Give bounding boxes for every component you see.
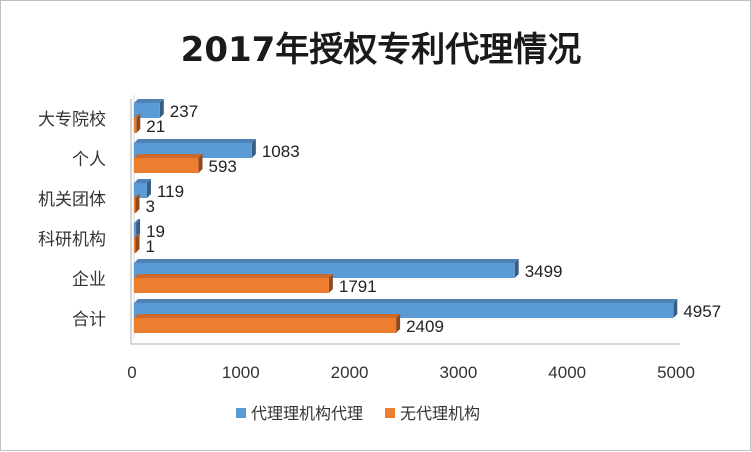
data-label: 19: [146, 222, 165, 241]
bar-top: [134, 179, 151, 183]
bar-front: [134, 118, 137, 133]
bar-side: [251, 139, 256, 158]
data-label: 1791: [339, 277, 377, 296]
x-tick-label: 3000: [439, 363, 477, 382]
legend-label: 代理理机构代理: [251, 404, 363, 423]
bar-front: [134, 183, 147, 198]
bar-front: [134, 158, 199, 173]
x-tick-label: 2000: [331, 363, 369, 382]
bar-top: [134, 139, 256, 143]
legend-swatch: [236, 408, 246, 418]
bar: [134, 114, 141, 133]
bar: [134, 194, 140, 213]
bar: [134, 234, 140, 253]
y-category-label: 机关团体: [38, 190, 106, 210]
x-tick-label: 1000: [222, 363, 260, 382]
bar-front: [134, 103, 160, 118]
bar-side: [328, 274, 333, 293]
x-tick-label: 4000: [548, 363, 586, 382]
bar-side: [136, 219, 141, 238]
data-label: 1083: [262, 142, 300, 161]
data-label: 21: [146, 117, 165, 136]
y-category-label: 企业: [72, 270, 106, 290]
legend-label: 无代理机构: [400, 404, 480, 423]
bar: [134, 274, 333, 293]
data-label: 3499: [525, 262, 563, 281]
bar-top: [134, 99, 164, 103]
bar-top: [134, 314, 401, 318]
bar-top: [134, 274, 333, 278]
bar-top: [134, 154, 203, 158]
bar-side: [136, 114, 141, 133]
bar: [134, 154, 203, 173]
plot-area: 0 1000 2000 3000 4000 5000 大专院校 237 21 个人 1083 593 机…: [38, 95, 721, 382]
y-category-label: 大专院校: [38, 110, 106, 130]
y-category-label: 个人: [72, 150, 106, 170]
bar-side: [159, 99, 164, 118]
legend-item: 无代理机构: [385, 404, 480, 423]
bar-front: [134, 223, 137, 238]
bar-side: [135, 194, 140, 213]
bar-top: [134, 299, 678, 303]
data-label: 1: [146, 237, 155, 256]
data-label: 593: [209, 157, 237, 176]
bar: [134, 219, 141, 238]
data-label: 237: [170, 102, 198, 121]
bar-front: [134, 238, 136, 253]
bar-side: [198, 154, 203, 173]
chart-title: 2017年授权专利代理情况: [181, 30, 582, 70]
bar-side: [146, 179, 151, 198]
data-label: 2409: [406, 317, 444, 336]
bar-front: [134, 278, 329, 293]
data-label: 4957: [683, 302, 721, 321]
bar-front: [134, 198, 136, 213]
bar: [134, 99, 164, 118]
bar-side: [514, 259, 519, 278]
bar-top: [134, 219, 141, 223]
bar-front: [134, 318, 397, 333]
x-tick-label: 5000: [657, 363, 695, 382]
bar: [134, 314, 401, 333]
y-category-label: 科研机构: [38, 230, 106, 250]
data-label: 119: [157, 182, 184, 201]
bar-top: [134, 234, 140, 238]
bar: [134, 179, 151, 198]
bar-side: [396, 314, 401, 333]
y-category-label: 合计: [72, 310, 106, 330]
legend: 代理理机构代理 无代理机构: [236, 404, 480, 423]
data-label: 3: [146, 197, 155, 216]
x-tick-label: 0: [127, 363, 136, 382]
legend-swatch: [385, 408, 395, 418]
legend-item: 代理理机构代理: [236, 404, 363, 423]
bar-side: [673, 299, 678, 318]
bar-side: [135, 234, 140, 253]
axis-wall: [130, 99, 680, 345]
bar-top: [134, 114, 141, 118]
bar-top: [134, 194, 140, 198]
bar-top: [134, 259, 519, 263]
